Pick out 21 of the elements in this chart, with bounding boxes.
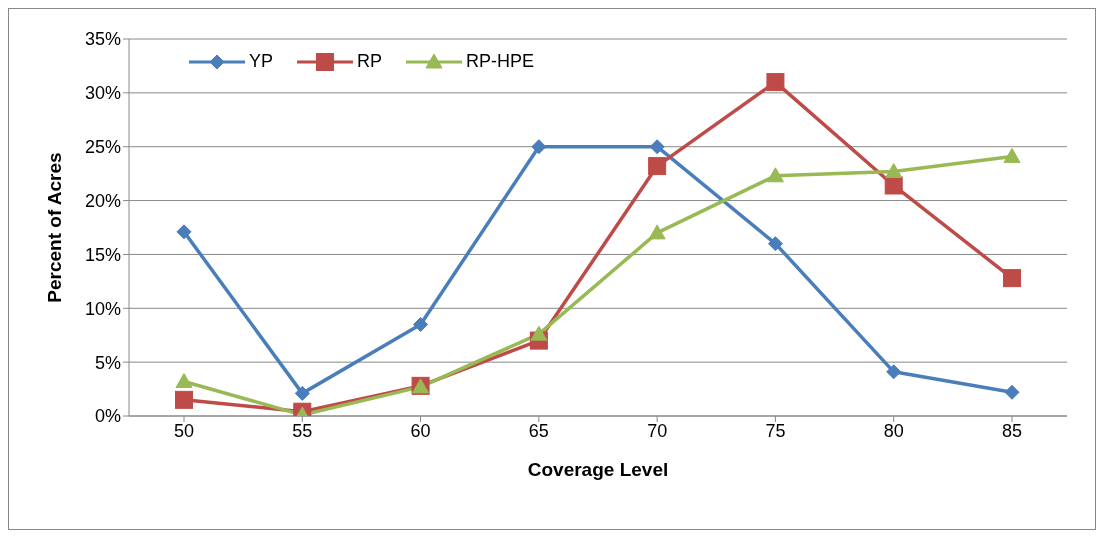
x-tick-label: 85: [1001, 420, 1023, 441]
x-tick-label: 65: [528, 420, 549, 441]
x-tick-label: 50: [173, 420, 195, 441]
y-tick-label: 20%: [84, 190, 121, 211]
y-tick-label: 10%: [84, 298, 121, 319]
legend-label: RP: [357, 51, 383, 72]
y-tick-label: 15%: [84, 244, 121, 265]
legend-label: YP: [249, 51, 274, 72]
x-tick-label: 60: [410, 420, 431, 441]
x-axis-title: Coverage Level: [527, 459, 669, 480]
y-tick-label: 35%: [84, 29, 121, 50]
y-tick-label: 30%: [84, 83, 121, 104]
legend-label: RP-HPE: [466, 51, 535, 72]
y-tick-label: 5%: [94, 352, 121, 373]
x-tick-label: 80: [883, 420, 904, 441]
x-tick-label: 55: [292, 420, 313, 441]
y-axis-title: Percent of Acres: [43, 152, 65, 303]
y-tick-label: 25%: [84, 137, 121, 158]
x-tick-label: 75: [765, 420, 786, 441]
y-tick-label: 0%: [94, 406, 121, 427]
x-tick-label: 70: [647, 420, 668, 441]
